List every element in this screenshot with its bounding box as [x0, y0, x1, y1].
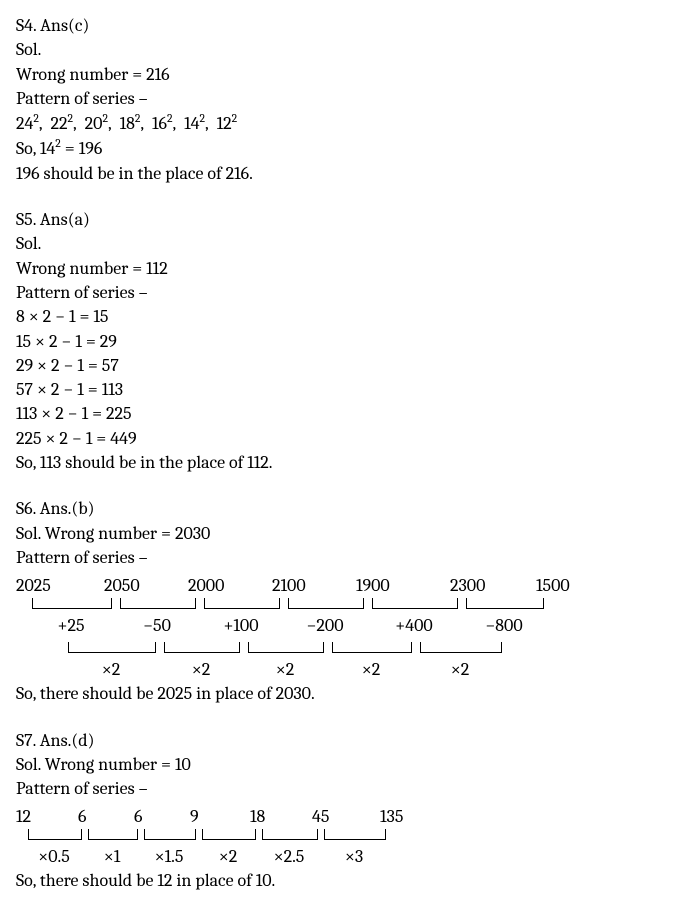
- bracket-label: +25: [57, 614, 84, 638]
- bracket-label: −800: [485, 614, 522, 638]
- s7-series-row: 12 6 6 9 18 45 135: [16, 805, 676, 829]
- bracket-label: +100: [223, 614, 258, 638]
- series-value: 135: [380, 805, 411, 829]
- bracket: [202, 829, 256, 840]
- s6-diff-labels: +25 −50 +100 −200 +400 −800: [22, 616, 676, 638]
- s6-diff-brackets: [22, 598, 676, 616]
- bracket: [144, 829, 196, 840]
- s7-title: S7. Ans.(d): [16, 729, 676, 753]
- s7-conclusion: So, there should be 12 in place of 10.: [16, 869, 676, 893]
- bracket: [204, 598, 280, 609]
- s6-pattern-label: Pattern of series –: [16, 546, 676, 570]
- s4-conclusion: 196 should be in the place of 216.: [16, 162, 676, 186]
- s4-wrong: Wrong number = 216: [16, 63, 676, 87]
- solution-s4: S4. Ans(c) Sol. Wrong number = 216 Patte…: [16, 14, 676, 186]
- bracket: [372, 598, 458, 609]
- s5-wrong: Wrong number = 112: [16, 257, 676, 281]
- s5-eq6: 225 × 2 − 1 = 449: [16, 427, 676, 451]
- s7-sol-wrong: Sol. Wrong number = 10: [16, 753, 676, 777]
- bracket: [32, 598, 112, 609]
- bracket: [466, 598, 544, 609]
- series-value: 18: [250, 805, 273, 829]
- s6-diagram: 2025 2050 2000 2100 1900 2300 1500 +25 −50 +100 −…: [16, 574, 676, 682]
- series-value: 6: [78, 805, 94, 829]
- bracket-label: −50: [143, 614, 171, 638]
- s5-pattern-label: Pattern of series –: [16, 281, 676, 305]
- s5-eq1: 8 × 2 − 1 = 15: [16, 305, 676, 329]
- series-value: 2300: [450, 574, 493, 598]
- s6-series-row: 2025 2050 2000 2100 1900 2300 1500: [16, 574, 676, 598]
- s4-pattern-label: Pattern of series –: [16, 87, 676, 111]
- bracket-label: ×1: [104, 845, 121, 869]
- bracket-label: ×0.5: [38, 845, 70, 869]
- bracket-label: +400: [395, 614, 432, 638]
- s5-eq3: 29 × 2 − 1 = 57: [16, 354, 676, 378]
- series-value: 1500: [536, 574, 578, 598]
- s5-eq5: 113 × 2 − 1 = 225: [16, 402, 676, 426]
- s5-conclusion: So, 113 should be in the place of 112.: [16, 451, 676, 475]
- bracket: [248, 642, 324, 653]
- solution-s7: S7. Ans.(d) Sol. Wrong number = 10 Patte…: [16, 729, 676, 894]
- series-value: 2000: [188, 574, 232, 598]
- bracket-label: −200: [306, 614, 343, 638]
- bracket-label: ×2: [219, 845, 237, 869]
- bracket: [262, 829, 318, 840]
- series-value: 2050: [104, 574, 148, 598]
- s5-sol: Sol.: [16, 232, 676, 256]
- s7-mult-labels: ×0.5 ×1 ×1.5 ×2 ×2.5 ×3: [22, 847, 676, 869]
- s6-conclusion: So, there should be 2025 in place of 203…: [16, 682, 676, 706]
- bracket-label: ×3: [345, 845, 363, 869]
- bracket: [324, 829, 386, 840]
- bracket-label: ×2: [276, 658, 294, 682]
- bracket-label: ×2: [362, 658, 380, 682]
- s6-title: S6. Ans.(b): [16, 497, 676, 521]
- series-value: 6: [134, 805, 150, 829]
- bracket: [420, 642, 502, 653]
- bracket-label: ×2: [451, 658, 469, 682]
- s7-pattern-label: Pattern of series –: [16, 777, 676, 801]
- bracket-label: ×2.5: [274, 845, 305, 869]
- series-value: 45: [312, 805, 337, 829]
- bracket: [120, 598, 196, 609]
- bracket: [288, 598, 364, 609]
- s6-mult-labels: ×2 ×2 ×2 ×2 ×2: [22, 660, 676, 682]
- solution-s5: S5. Ans(a) Sol. Wrong number = 112 Patte…: [16, 208, 676, 475]
- solution-s6: S6. Ans.(b) Sol. Wrong number = 2030 Pat…: [16, 497, 676, 706]
- bracket: [68, 642, 156, 653]
- series-value: 2025: [16, 574, 59, 598]
- s7-diagram: 12 6 6 9 18 45 135 ×0.5 ×1 ×1.5 ×2 ×2.5 ×3: [16, 805, 676, 869]
- s5-title: S5. Ans(a): [16, 208, 676, 232]
- series-value: 1900: [356, 574, 398, 598]
- s6-sol-wrong: Sol. Wrong number = 2030: [16, 522, 676, 546]
- series-value: 12: [16, 805, 39, 829]
- series-value: 9: [190, 805, 207, 829]
- s4-sol: Sol.: [16, 38, 676, 62]
- bracket-label: ×1.5: [155, 845, 184, 869]
- bracket: [332, 642, 412, 653]
- s5-eq4: 57 × 2 − 1 = 113: [16, 378, 676, 402]
- bracket: [88, 829, 138, 840]
- bracket-label: ×2: [102, 658, 120, 682]
- s4-so: So, 142 = 196: [16, 136, 676, 161]
- bracket: [164, 642, 240, 653]
- bracket: [28, 829, 82, 840]
- s4-pattern-line: 242, 222, 202, 182, 162, 142, 122: [16, 111, 676, 136]
- bracket-label: ×2: [192, 658, 210, 682]
- s5-eq2: 15 × 2 − 1 = 29: [16, 330, 676, 354]
- s4-title: S4. Ans(c): [16, 14, 676, 38]
- series-value: 2100: [272, 574, 314, 598]
